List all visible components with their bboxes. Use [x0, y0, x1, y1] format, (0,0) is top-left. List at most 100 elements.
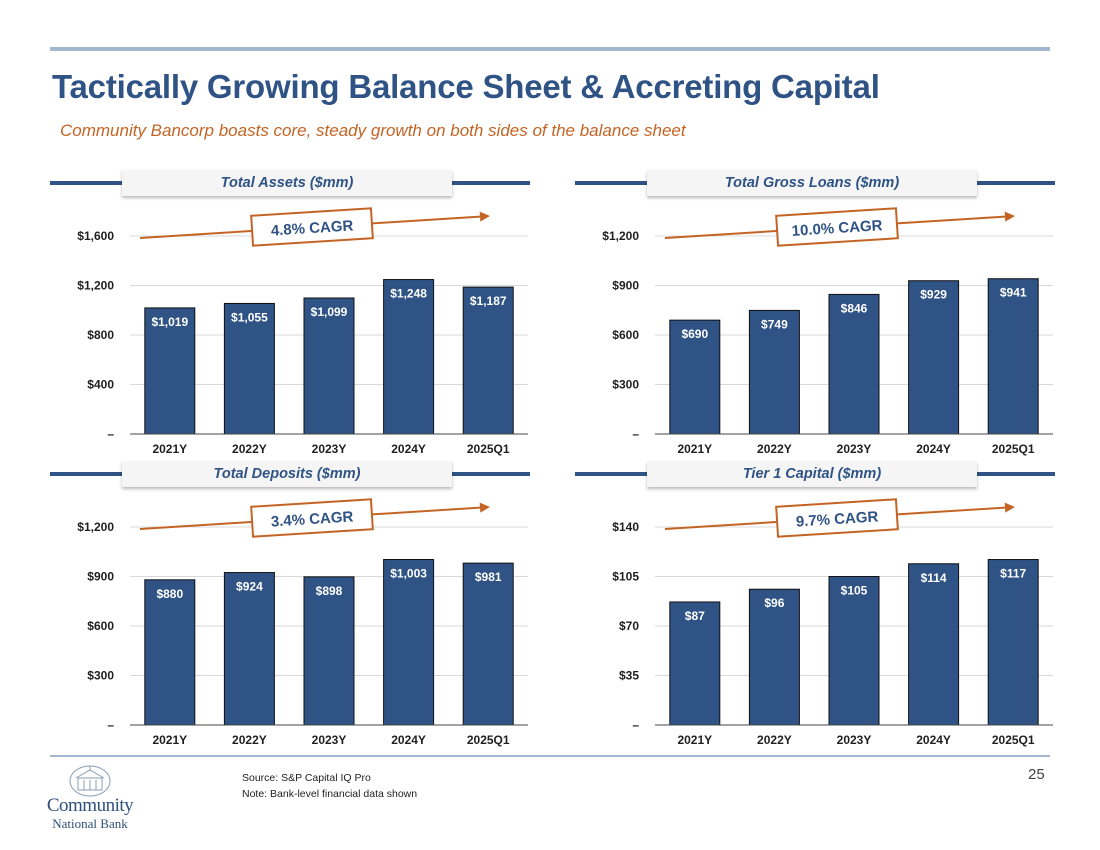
x-tick-label: 2023Y [837, 442, 872, 456]
bar [987, 278, 1039, 435]
x-tick-label: 2025Q1 [467, 442, 510, 456]
x-tick-label: 2021Y [152, 442, 187, 456]
y-tick-label: $1,200 [602, 229, 639, 243]
bar-value-label: $87 [685, 609, 705, 623]
y-tick-label: $400 [87, 378, 114, 392]
x-tick-label: 2021Y [677, 733, 712, 747]
bar-value-label: $1,055 [231, 310, 268, 324]
logo-text-community: Community [46, 795, 134, 816]
x-tick-label: 2022Y [232, 733, 267, 747]
y-tick-label: $1,200 [77, 520, 114, 534]
footer-rule [50, 755, 1050, 757]
x-tick-label: 2022Y [757, 442, 792, 456]
y-tick-label: $900 [87, 570, 114, 584]
cagr-callout: 10.0% CAGR [775, 207, 899, 247]
bar-chart-total-deposits: – $300 $600 $900 $1,200 $880 2021Y $924 2022Y $89… [77, 498, 528, 747]
y-tick-label: $35 [619, 669, 639, 683]
bar-value-label: $846 [841, 301, 868, 315]
cagr-label: 4.8% CAGR [270, 217, 354, 239]
panel-rule-right [452, 181, 530, 185]
source-text: Source: S&P Capital IQ Pro [242, 772, 371, 784]
x-tick-label: 2024Y [916, 442, 951, 456]
chart-panel-tier-1-capital: Tier 1 Capital ($mm) – $35 $70 $105 $140 $87 2… [575, 461, 1055, 747]
y-tick-label: $600 [87, 619, 114, 633]
cagr-label: 10.0% CAGR [791, 217, 883, 240]
bar-value-label: $749 [761, 317, 788, 331]
chart-title: Total Assets ($mm) [122, 170, 452, 196]
y-tick-label: $900 [612, 279, 639, 293]
bar-value-label: $924 [236, 580, 263, 594]
cagr-box [775, 207, 899, 247]
bar [144, 307, 196, 435]
bar [908, 563, 960, 726]
chart-panel-total-assets: Total Assets ($mm) – $400 $800 $1,200 $1,600… [50, 170, 530, 456]
bar [462, 562, 514, 726]
bar [303, 297, 355, 435]
x-tick-label: 2024Y [391, 733, 426, 747]
chart-title: Total Deposits ($mm) [122, 461, 452, 487]
bar [908, 280, 960, 435]
bar-chart-total-gross-loans: – $300 $600 $900 $1,200 $690 2021Y $749 2022Y $84… [602, 207, 1053, 456]
y-tick-label: $600 [612, 328, 639, 342]
bar [383, 559, 435, 726]
chart-title: Total Gross Loans ($mm) [647, 170, 977, 196]
y-tick-label: $105 [612, 570, 639, 584]
bar-value-label: $1,019 [151, 315, 188, 329]
panel-rule-right [977, 472, 1055, 476]
note-text: Note: Bank-level financial data shown [242, 788, 418, 800]
bar-value-label: $1,003 [390, 567, 427, 581]
bar-value-label: $880 [156, 587, 183, 601]
cagr-label: 3.4% CAGR [270, 508, 354, 530]
bar-value-label: $105 [841, 584, 868, 598]
top-rule [50, 47, 1050, 51]
bar [144, 579, 196, 726]
y-tick-label: $70 [619, 619, 639, 633]
bar-value-label: $114 [921, 571, 947, 585]
bar-chart-tier-1-capital: – $35 $70 $105 $140 $87 2021Y $96 2022Y $105 2023Y… [612, 498, 1053, 747]
chart-panel-total-deposits: Total Deposits ($mm) – $300 $600 $900 $1,200… [50, 461, 530, 747]
y-tick-label: $800 [87, 328, 114, 342]
cagr-box [250, 498, 374, 538]
bar-value-label: $96 [764, 596, 784, 610]
chart-panel-total-gross-loans: Total Gross Loans ($mm) – $300 $600 $900 $1,… [575, 170, 1055, 456]
x-tick-label: 2025Q1 [467, 733, 510, 747]
x-tick-label: 2022Y [757, 733, 792, 747]
source-note: Source: S&P Capital IQ Pro Note: Bank-le… [242, 770, 417, 802]
x-tick-label: 2021Y [152, 733, 187, 747]
x-tick-label: 2023Y [312, 442, 347, 456]
cagr-label: 9.7% CAGR [795, 508, 879, 530]
bank-building-icon [69, 765, 111, 797]
cagr-box [775, 498, 899, 538]
bar-value-label: $1,099 [311, 305, 348, 319]
bar [748, 588, 800, 726]
bar-value-label: $1,187 [470, 294, 507, 308]
panel-rule-left [575, 472, 647, 476]
cagr-arrow-head [1004, 502, 1015, 513]
y-tick-label: – [107, 427, 114, 441]
bank-logo: Community National Bank [44, 764, 144, 834]
x-tick-label: 2025Q1 [992, 733, 1035, 747]
panel-rule-right [452, 472, 530, 476]
page-title: Tactically Growing Balance Sheet & Accre… [52, 68, 880, 105]
x-tick-label: 2025Q1 [992, 442, 1035, 456]
cagr-arrow-head [479, 211, 490, 222]
x-tick-label: 2023Y [837, 733, 872, 747]
bar-value-label: $117 [1000, 567, 1026, 581]
bar [223, 572, 275, 726]
bar-chart-total-assets: – $400 $800 $1,200 $1,600 $1,019 2021Y $1,055 20… [77, 207, 528, 456]
bar [828, 576, 880, 726]
bar-value-label: $981 [475, 570, 502, 584]
x-tick-label: 2024Y [391, 442, 426, 456]
bar [669, 319, 721, 435]
panel-rule-right [977, 181, 1055, 185]
cagr-callout: 9.7% CAGR [775, 498, 899, 538]
y-tick-label: – [632, 718, 639, 732]
page-subtitle: Community Bancorp boasts core, steady gr… [60, 121, 686, 140]
bar-value-label: $898 [316, 584, 343, 598]
bar [462, 286, 514, 435]
y-tick-label: $1,200 [77, 279, 114, 293]
panel-rule-left [575, 181, 647, 185]
y-tick-label: $300 [612, 378, 639, 392]
cagr-callout: 3.4% CAGR [250, 498, 374, 538]
x-tick-label: 2024Y [916, 733, 951, 747]
